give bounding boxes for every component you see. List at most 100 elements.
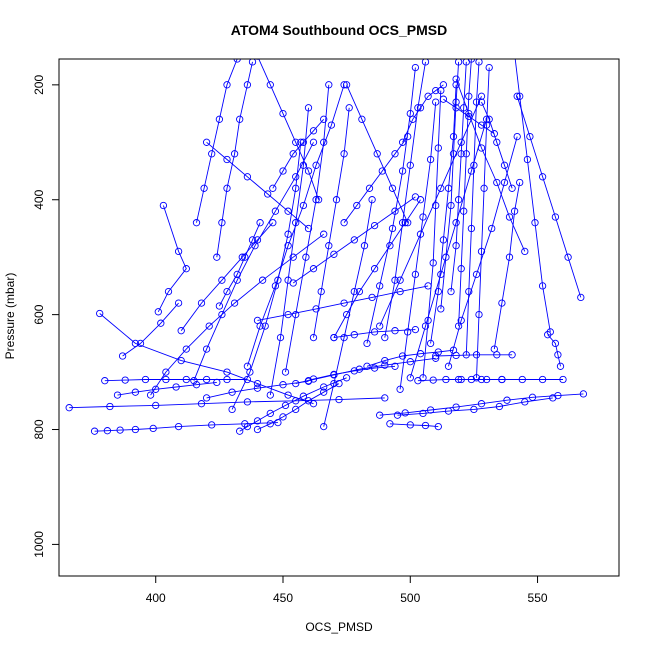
data-point xyxy=(192,381,201,389)
y-tick-label: 200 xyxy=(32,75,46,95)
data-point xyxy=(309,375,318,383)
data-point xyxy=(289,279,297,287)
data-point xyxy=(233,59,241,63)
data-point xyxy=(304,397,313,405)
data-point xyxy=(419,213,427,221)
data-point xyxy=(404,328,412,336)
data-point xyxy=(197,400,206,408)
series-37 xyxy=(514,59,554,336)
y-tick-label: 400 xyxy=(32,189,46,209)
data-point xyxy=(477,247,486,256)
data-point xyxy=(370,328,379,336)
data-point xyxy=(136,339,145,348)
series-5 xyxy=(65,394,389,412)
data-point xyxy=(370,221,379,230)
series-line xyxy=(465,61,480,355)
data-point xyxy=(432,86,440,95)
data-point xyxy=(174,422,183,431)
series-line xyxy=(257,285,429,321)
series-line xyxy=(308,357,436,382)
data-point xyxy=(439,95,448,103)
series-19 xyxy=(330,196,425,342)
data-point xyxy=(243,422,252,431)
data-point xyxy=(350,331,358,339)
data-point xyxy=(350,236,358,244)
data-point xyxy=(223,81,231,89)
data-point xyxy=(320,422,328,431)
series-line xyxy=(239,377,347,432)
data-point xyxy=(452,403,460,411)
data-point xyxy=(340,81,348,89)
data-point xyxy=(498,375,506,384)
data-point xyxy=(398,219,407,227)
data-point xyxy=(554,351,562,359)
data-point xyxy=(439,236,448,244)
data-point xyxy=(505,213,514,221)
data-point xyxy=(182,345,190,353)
data-point xyxy=(411,193,420,201)
series-line xyxy=(69,397,385,409)
plot-frame xyxy=(58,58,620,577)
data-point xyxy=(416,230,425,238)
data-point xyxy=(330,333,338,342)
data-point xyxy=(279,167,287,175)
data-point xyxy=(500,178,509,187)
data-point xyxy=(299,201,308,210)
data-point xyxy=(256,219,264,227)
data-point xyxy=(350,287,358,296)
data-point xyxy=(411,63,420,72)
data-point xyxy=(475,310,483,319)
data-point xyxy=(426,339,435,348)
data-point xyxy=(162,368,170,376)
data-point xyxy=(526,132,534,141)
data-point xyxy=(269,184,277,192)
data-point xyxy=(174,299,183,307)
data-point xyxy=(106,402,114,411)
data-point xyxy=(551,213,560,221)
data-point xyxy=(386,242,394,250)
series-39 xyxy=(393,394,557,419)
series-line xyxy=(122,302,179,357)
data-point xyxy=(182,265,190,273)
data-point xyxy=(230,299,239,307)
data-point xyxy=(238,253,246,261)
data-point xyxy=(449,132,458,141)
data-point xyxy=(523,155,532,164)
data-point xyxy=(284,207,292,215)
series-8 xyxy=(236,374,351,435)
data-point xyxy=(205,322,213,330)
series-4 xyxy=(118,299,183,360)
data-point xyxy=(312,305,320,313)
data-point xyxy=(320,383,328,391)
data-point xyxy=(465,112,473,121)
data-point xyxy=(398,138,407,146)
data-point xyxy=(490,130,498,138)
data-point xyxy=(426,406,435,414)
data-point xyxy=(154,308,162,316)
data-point xyxy=(253,384,262,392)
data-point xyxy=(434,144,442,152)
data-point xyxy=(508,184,516,192)
data-point xyxy=(398,167,407,175)
data-point xyxy=(101,377,109,385)
data-point xyxy=(538,375,547,384)
data-point xyxy=(381,356,389,365)
series-1 xyxy=(192,59,241,227)
series-2 xyxy=(154,201,190,316)
data-point xyxy=(223,155,231,164)
data-point xyxy=(218,310,226,319)
data-point xyxy=(177,327,185,335)
data-point xyxy=(236,427,244,435)
data-point xyxy=(96,309,104,318)
data-point xyxy=(292,379,300,388)
data-point xyxy=(396,287,404,296)
data-point xyxy=(477,375,486,384)
data-point xyxy=(320,388,328,396)
data-point xyxy=(449,150,458,158)
series-line xyxy=(514,59,551,332)
data-point xyxy=(368,293,376,302)
series-28 xyxy=(454,59,476,330)
data-point xyxy=(416,350,425,358)
data-point xyxy=(577,293,585,302)
series-line xyxy=(99,313,314,405)
